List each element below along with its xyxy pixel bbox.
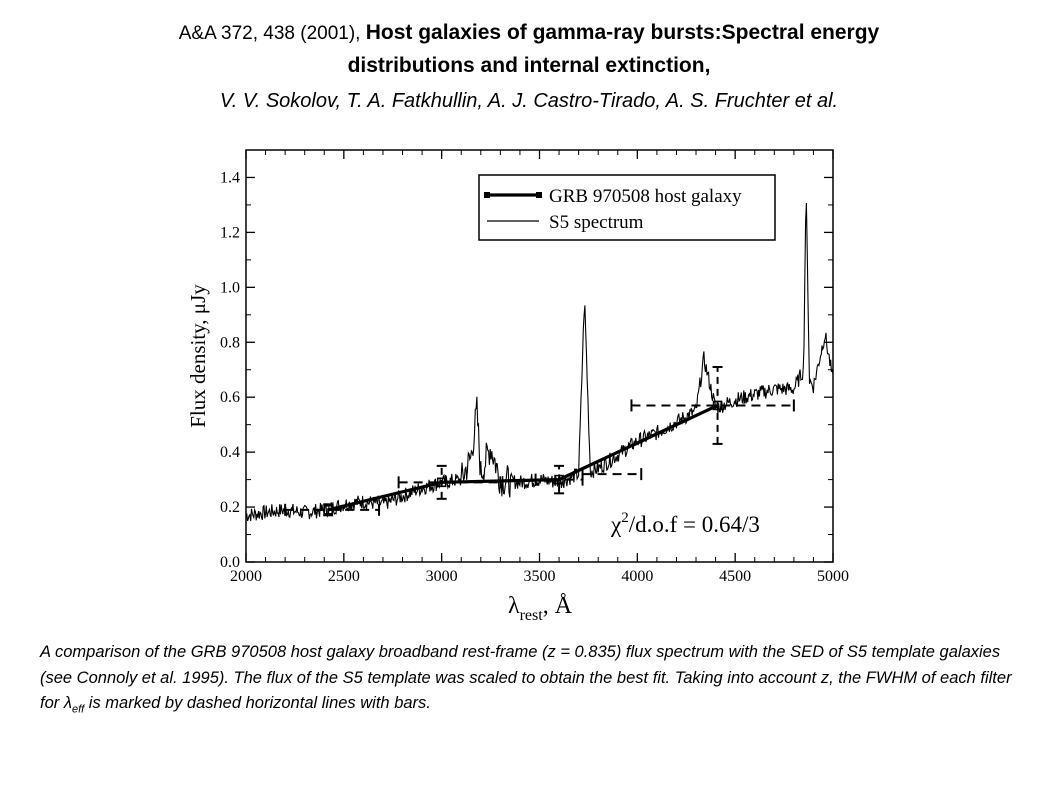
x-tick-label: 2500 bbox=[328, 568, 360, 585]
x-tick-label: 3500 bbox=[524, 568, 556, 585]
grb-host-galaxy-marker bbox=[323, 505, 333, 515]
header-line1: A&A 372, 438 (2001), Host galaxies of ga… bbox=[0, 18, 1058, 49]
x-tick-label: 5000 bbox=[817, 568, 849, 585]
figure-caption: A comparison of the GRB 970508 host gala… bbox=[40, 640, 1025, 723]
y-tick-label: 0.2 bbox=[220, 499, 240, 516]
caption-text-after: is marked by dashed horizontal lines wit… bbox=[84, 694, 431, 712]
chi-superscript: 2 bbox=[621, 510, 629, 526]
y-tick-label: 1.2 bbox=[220, 224, 240, 241]
header: A&A 372, 438 (2001), Host galaxies of ga… bbox=[0, 18, 1058, 117]
y-tick-label: 0.4 bbox=[220, 444, 240, 461]
caption-subscript: eff bbox=[71, 703, 85, 716]
legend-host-marker bbox=[484, 192, 490, 198]
legend-host-label: GRB 970508 host galaxy bbox=[549, 186, 742, 207]
y-tick-label: 1.0 bbox=[220, 279, 240, 296]
paper-title-part2: distributions and internal extinction, bbox=[347, 54, 711, 77]
legend-host-marker bbox=[536, 192, 542, 198]
y-tick-label: 0.6 bbox=[220, 389, 240, 406]
caption-text-before: A comparison of the GRB 970508 host gala… bbox=[40, 643, 1012, 712]
paper-title-part1: Host galaxies of gamma-ray bursts:Spectr… bbox=[365, 21, 880, 44]
chi-rest: /d.o.f = 0.64/3 bbox=[629, 512, 760, 537]
x-label-lambda: λ bbox=[508, 593, 520, 619]
grb-host-galaxy-marker bbox=[554, 474, 564, 485]
x-tick-label: 4500 bbox=[719, 568, 751, 585]
legend-box bbox=[478, 174, 776, 241]
x-tick-label: 4000 bbox=[621, 568, 653, 585]
x-tick-label: 2000 bbox=[230, 568, 262, 585]
y-tick-label: 0.0 bbox=[220, 554, 240, 571]
y-tick-label: 1.4 bbox=[220, 169, 240, 186]
authors: V. V. Sokolov, T. A. Fatkhullin, A. J. C… bbox=[219, 90, 839, 112]
chi-symbol: χ bbox=[610, 512, 622, 537]
legend-s5-label: S5 spectrum bbox=[549, 212, 644, 233]
citation: A&A 372, 438 (2001), bbox=[178, 23, 361, 44]
y-tick-label: 0.8 bbox=[220, 334, 240, 351]
x-label-subscript: rest bbox=[520, 607, 544, 624]
y-axis-label: Flux density, μJy bbox=[186, 284, 210, 428]
x-tick-label: 3000 bbox=[426, 568, 458, 585]
s5-spectrum-line bbox=[245, 202, 834, 522]
x-axis-label: λrest, Å bbox=[508, 593, 573, 624]
grb-host-galaxy-marker bbox=[712, 400, 723, 411]
x-label-unit: , Å bbox=[543, 593, 573, 619]
chi-square-annotation: χ2/d.o.f = 0.64/3 bbox=[610, 510, 760, 537]
grb-host-galaxy-line bbox=[327, 403, 719, 512]
spectrum-chart: 2000 2500 3000 3500 4000 4500 5000 0.0 0.2 0.4 0.6… bbox=[186, 149, 849, 624]
grb-host-galaxy-marker bbox=[436, 477, 447, 488]
